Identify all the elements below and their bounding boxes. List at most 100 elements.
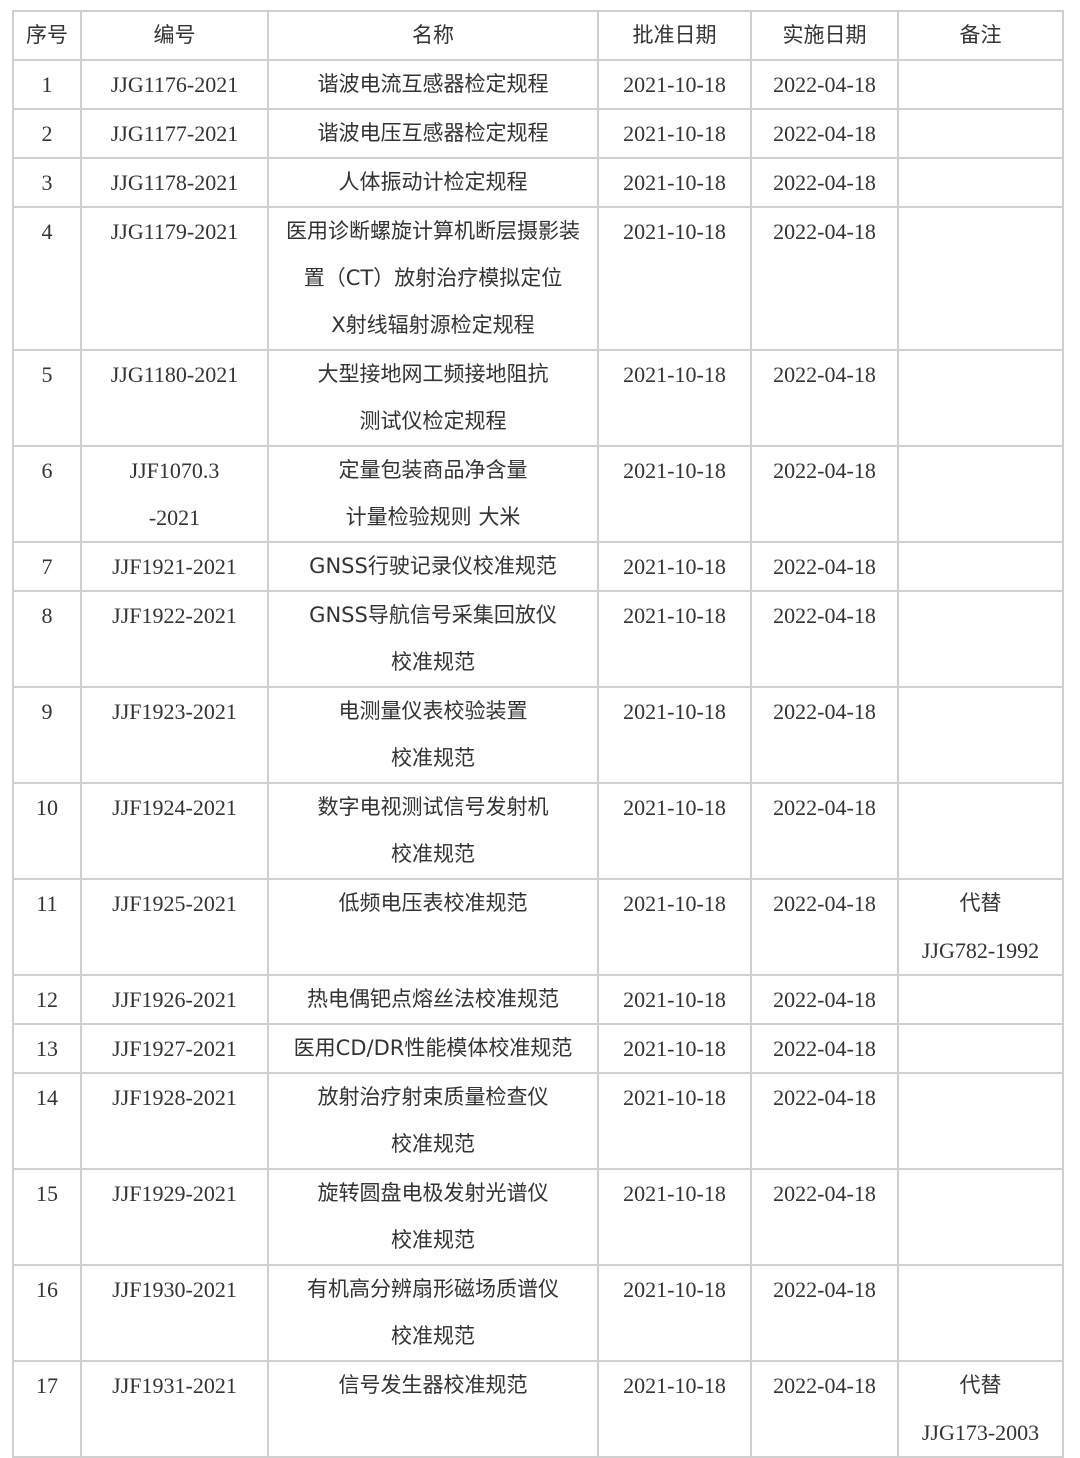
cell-code: JJG1176-2021 [80,59,269,110]
cell-code-line: JJF1922-2021 [112,603,237,628]
cell-approve-date-line: 2021-10-18 [623,795,726,820]
cell-note [897,445,1064,543]
cell-note [897,782,1064,880]
cell-note [897,1072,1064,1170]
cell-name-line: 测试仪检定规程 [359,409,507,433]
cell-no: 16 [12,1264,82,1362]
cell-code-line: JJG1180-2021 [110,362,239,387]
cell-no-line: 15 [36,1181,58,1206]
cell-effective-date-line: 2022-04-18 [773,121,876,146]
cell-approve-date: 2021-10-18 [597,974,752,1025]
cell-approve-date-line: 2021-10-18 [623,554,726,579]
table-row: 2 JJG1177-2021 谐波电压互感器检定规程 2021-10-18 2022-0… [12,108,1064,159]
cell-effective-date: 2022-04-18 [750,686,899,784]
table-row: 17 JJF1931-2021 信号发生器校准规范 2021-10-18 2022-04… [12,1360,1064,1458]
cell-name: 数字电视测试信号发射机 校准规范 [267,782,599,880]
cell-effective-date: 2022-04-18 [750,1168,899,1266]
cell-no-line: 16 [36,1277,58,1302]
cell-code: JJF1923-2021 [80,686,269,784]
cell-code: JJF1927-2021 [80,1023,269,1074]
cell-effective-date-line: 2022-04-18 [773,1036,876,1061]
cell-no-line: 4 [41,219,53,244]
cell-note [897,590,1064,688]
cell-effective-date-line: 2022-04-18 [773,1373,876,1398]
cell-code-line: JJF1925-2021 [112,891,237,916]
cell-effective-date-line: 2022-04-18 [773,603,876,628]
cell-approve-date-line: 2021-10-18 [623,1181,726,1206]
table-row: 14 JJF1928-2021 放射治疗射束质量检查仪 校准规范 2021-10-18 2… [12,1072,1064,1170]
cell-code: JJF1930-2021 [80,1264,269,1362]
cell-approve-date: 2021-10-18 [597,206,752,351]
cell-effective-date: 2022-04-18 [750,541,899,592]
cell-note [897,974,1064,1025]
cell-code-line: JJF1931-2021 [112,1373,237,1398]
cell-code: JJF1929-2021 [80,1168,269,1266]
cell-name: GNSS导航信号采集回放仪 校准规范 [267,590,599,688]
cell-approve-date-line: 2021-10-18 [623,72,726,97]
cell-approve-date-line: 2021-10-18 [623,1036,726,1061]
cell-note-line: JJG782-1992 [921,938,1040,963]
cell-name-line: 谐波电压互感器检定规程 [317,121,549,145]
cell-code: JJF1925-2021 [80,878,269,976]
cell-effective-date-line: 2022-04-18 [773,795,876,820]
cell-name: 热电偶钯点熔丝法校准规范 [267,974,599,1025]
cell-approve-date: 2021-10-18 [597,1168,752,1266]
cell-name: 旋转圆盘电极发射光谱仪 校准规范 [267,1168,599,1266]
cell-code: JJF1922-2021 [80,590,269,688]
cell-effective-date: 2022-04-18 [750,1264,899,1362]
table-row: 16 JJF1930-2021 有机高分辨扇形磁场质谱仪 校准规范 2021-10-18… [12,1264,1064,1362]
cell-effective-date-line: 2022-04-18 [773,458,876,483]
cell-effective-date-line: 2022-04-18 [773,219,876,244]
cell-no: 11 [12,878,82,976]
cell-no: 15 [12,1168,82,1266]
cell-name-line: 校准规范 [391,842,475,866]
cell-note [897,108,1064,159]
cell-note-line: 代替 [959,891,1002,915]
cell-name: 信号发生器校准规范 [267,1360,599,1458]
cell-note [897,1023,1064,1074]
header-label: 备注 [959,23,1002,47]
cell-name-line: 热电偶钯点熔丝法校准规范 [307,987,559,1011]
cell-effective-date-line: 2022-04-18 [773,72,876,97]
cell-code: JJG1179-2021 [80,206,269,351]
cell-approve-date: 2021-10-18 [597,878,752,976]
cell-code-line: JJG1179-2021 [110,219,239,244]
cell-name-line: 旋转圆盘电极发射光谱仪 [317,1181,549,1205]
cell-name: 人体振动计检定规程 [267,157,599,208]
header-label: 序号 [26,23,68,47]
cell-note [897,349,1064,447]
cell-approve-date-line: 2021-10-18 [623,219,726,244]
cell-effective-date: 2022-04-18 [750,782,899,880]
cell-name-line: 放射治疗射束质量检查仪 [317,1085,549,1109]
cell-code: JJF1924-2021 [80,782,269,880]
cell-name-line: 医用CD/DR性能模体校准规范 [293,1036,573,1060]
cell-name: 定量包装商品净含量 计量检验规则 大米 [267,445,599,543]
cell-name-line: 人体振动计检定规程 [338,170,528,194]
cell-no-line: 3 [41,170,53,195]
header-label: 批准日期 [632,23,717,47]
cell-no-line: 7 [41,554,53,579]
cell-approve-date: 2021-10-18 [597,541,752,592]
cell-name-line: 定量包装商品净含量 [338,458,528,482]
cell-name-line: GNSS导航信号采集回放仪 [309,603,557,627]
cell-approve-date: 2021-10-18 [597,1023,752,1074]
cell-code-line: JJF1926-2021 [112,987,237,1012]
cell-code: JJG1178-2021 [80,157,269,208]
cell-approve-date-line: 2021-10-18 [623,699,726,724]
header-effective-date: 实施日期 [750,10,899,61]
cell-no-line: 9 [41,699,53,724]
cell-name-line: X射线辐射源检定规程 [331,313,535,337]
cell-name-line: 校准规范 [391,1324,475,1348]
cell-note-line: 代替 [959,1373,1002,1397]
header-approve-date: 批准日期 [597,10,752,61]
cell-effective-date: 2022-04-18 [750,1023,899,1074]
cell-approve-date: 2021-10-18 [597,157,752,208]
cell-name-line: 校准规范 [391,746,475,770]
table-row: 9 JJF1923-2021 电测量仪表校验装置 校准规范 2021-10-18 2022… [12,686,1064,784]
cell-approve-date-line: 2021-10-18 [623,891,726,916]
cell-name-line: 置（CT）放射治疗模拟定位 [303,266,563,290]
cell-effective-date-line: 2022-04-18 [773,362,876,387]
cell-name-line: 数字电视测试信号发射机 [317,795,549,819]
cell-no: 8 [12,590,82,688]
cell-effective-date-line: 2022-04-18 [773,1181,876,1206]
